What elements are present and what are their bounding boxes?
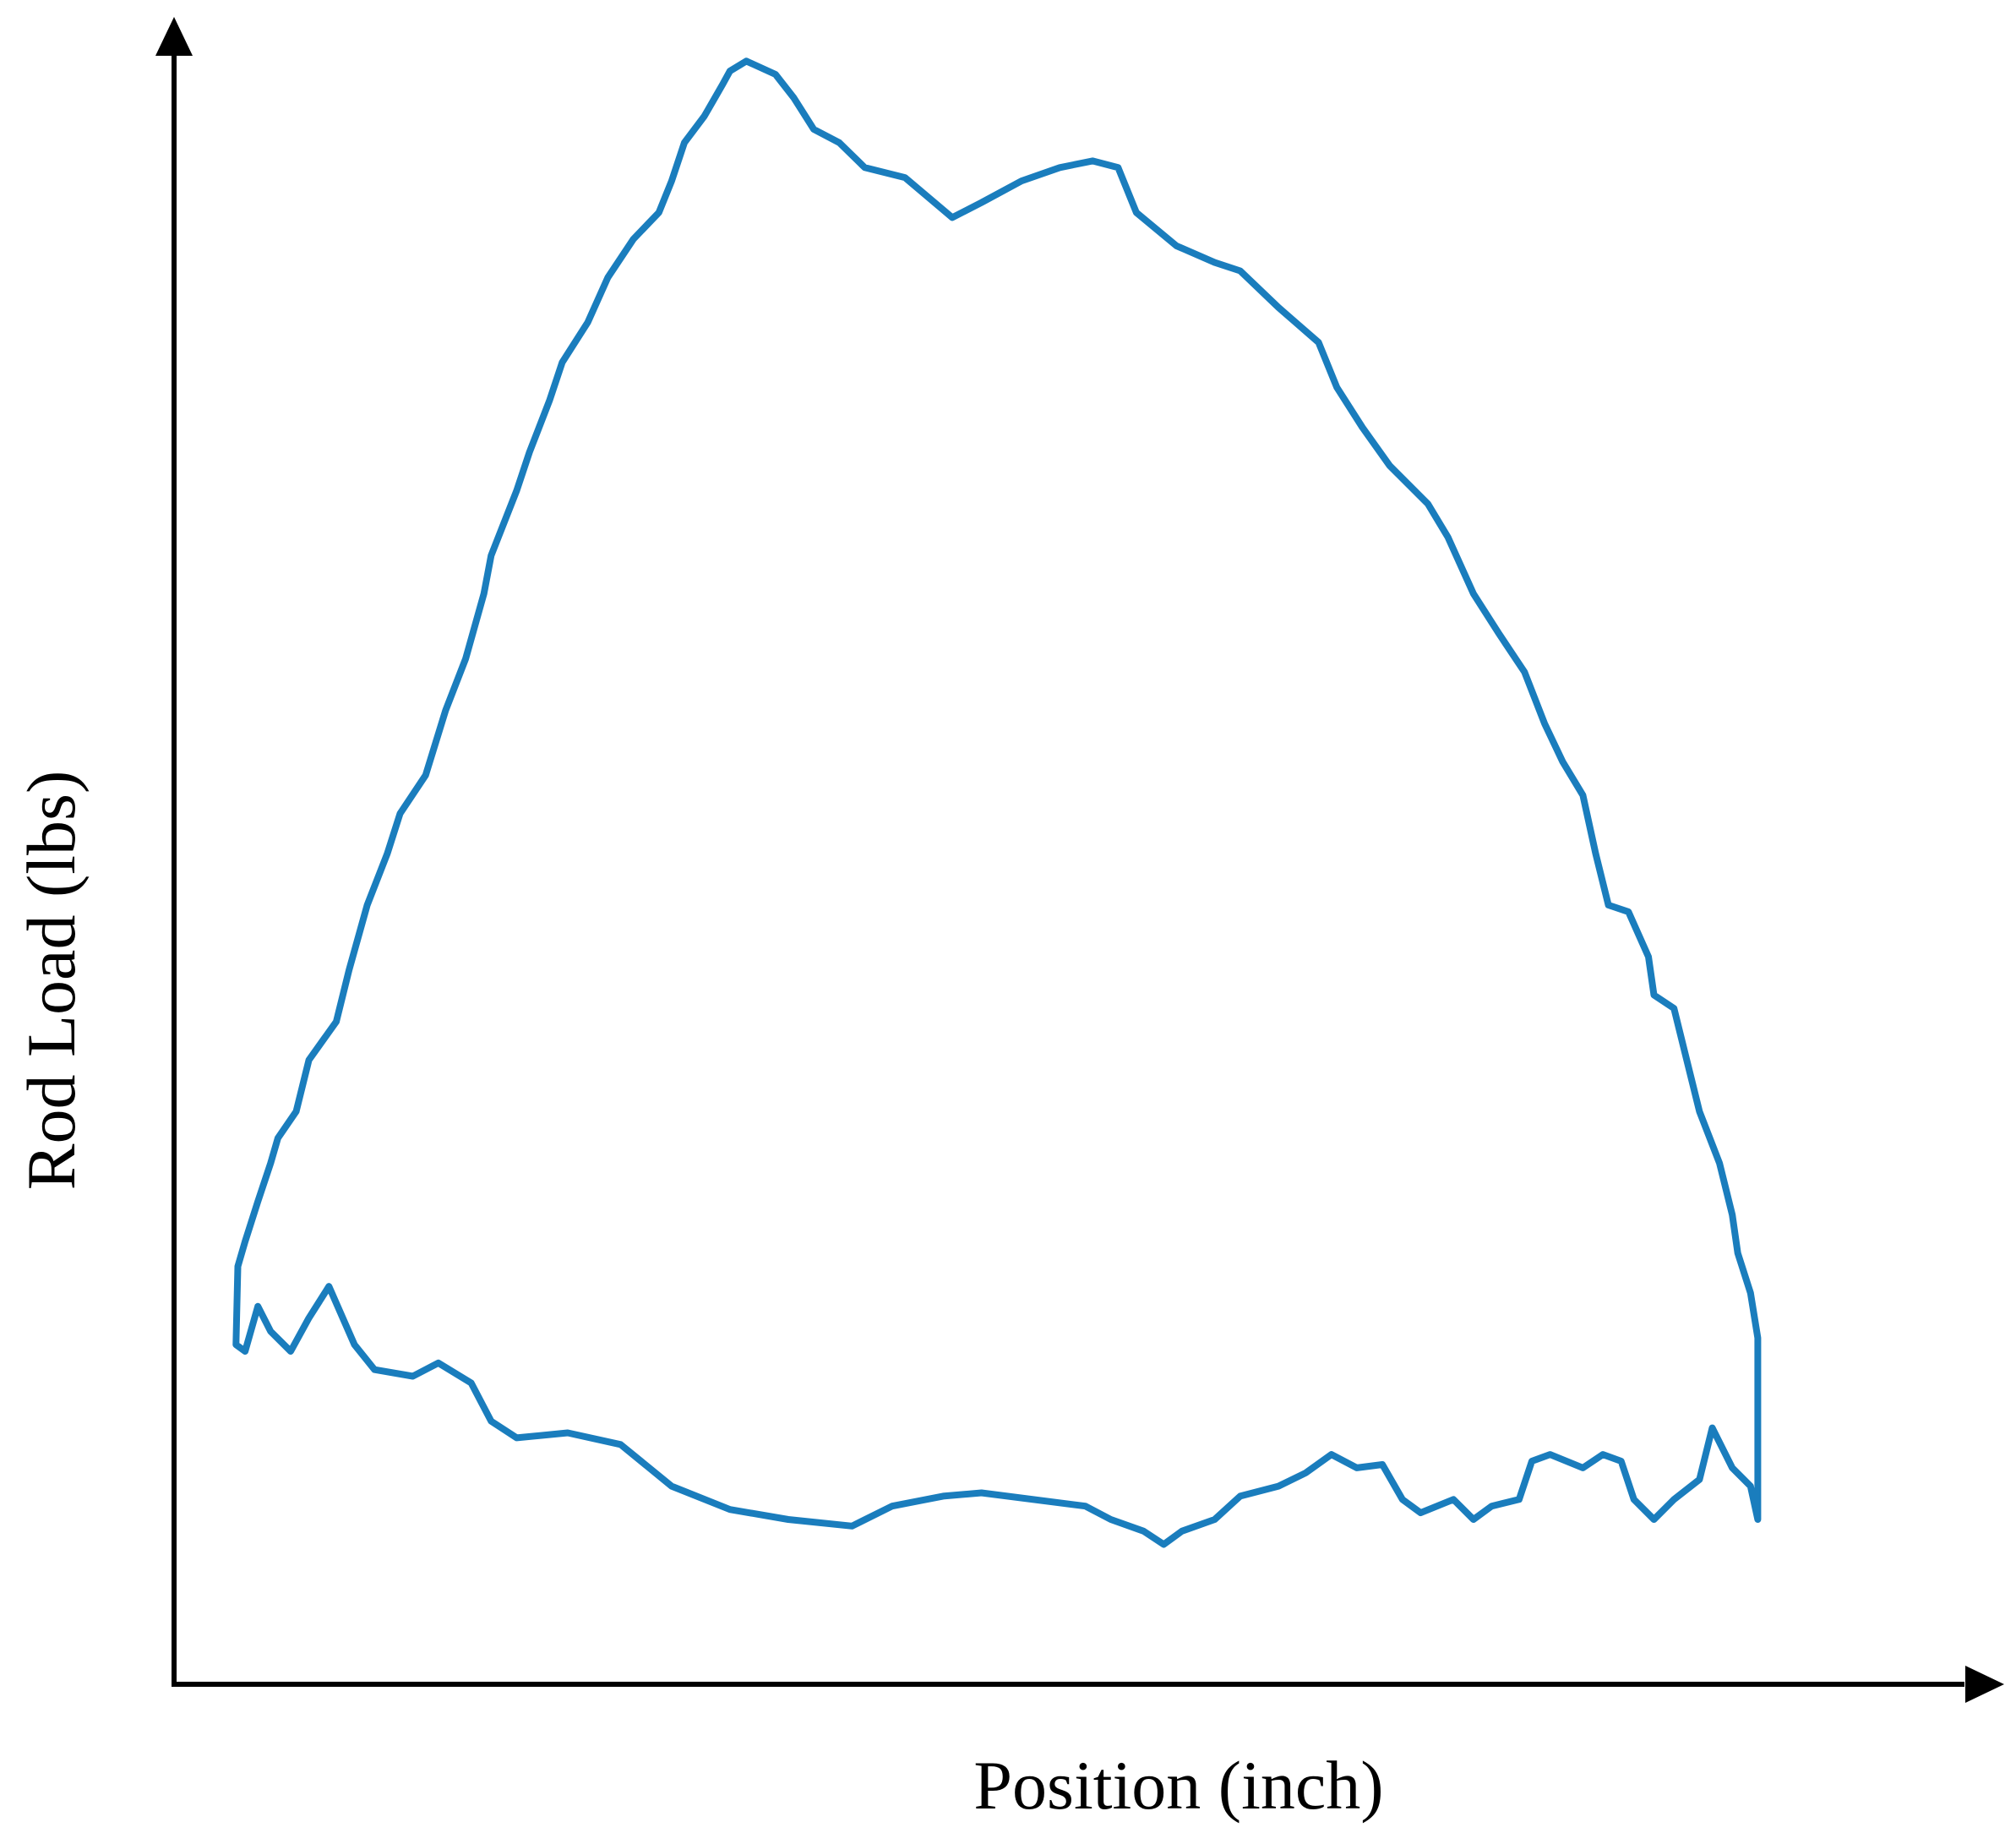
y-axis-arrow xyxy=(155,17,193,56)
x-axis-arrow xyxy=(1965,1666,2004,1703)
data-line xyxy=(232,57,1762,1548)
x-axis-label: Position (inch) xyxy=(973,1747,1383,1824)
y-axis-label: Rod Load (lbs) xyxy=(13,771,90,1190)
